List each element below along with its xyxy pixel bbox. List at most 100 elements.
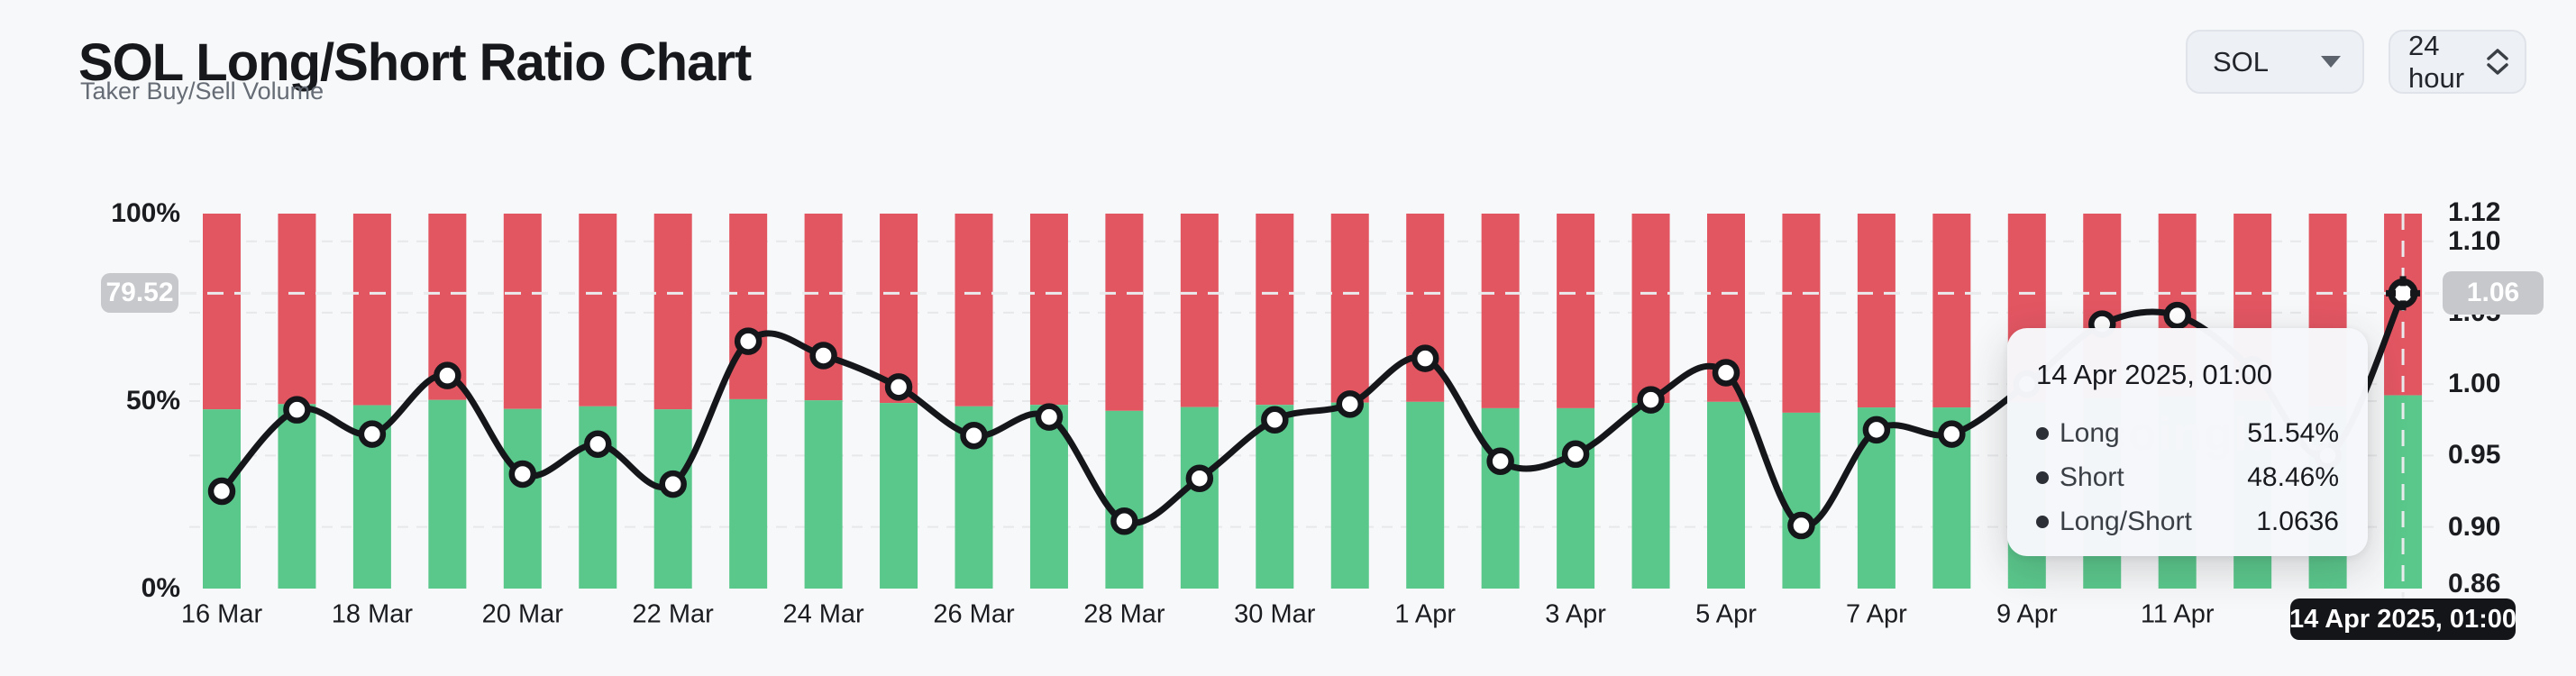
short-bar-24 Mar[interactable] — [804, 214, 843, 401]
ratio-point-16 Mar — [207, 477, 236, 506]
short-bar-26 Mar[interactable] — [955, 214, 993, 407]
short-bar-3 Apr[interactable] — [1557, 214, 1595, 408]
short-bar-7 Apr[interactable] — [1857, 214, 1895, 408]
long-bar-23 Mar[interactable] — [729, 398, 768, 589]
x-axis-tick: 16 Mar — [180, 599, 263, 629]
ratio-point-20 Mar — [508, 460, 537, 489]
x-axis-tick: 24 Mar — [782, 599, 864, 629]
ratio-point-26 Mar — [960, 421, 988, 450]
left-axis-tick: 0% — [141, 573, 180, 603]
long-bar-5 Apr[interactable] — [1707, 401, 1745, 589]
long-bar-6 Apr[interactable] — [1782, 412, 1821, 589]
short-bar-22 Mar[interactable] — [653, 214, 692, 410]
x-axis-tick: 3 Apr — [1545, 599, 1606, 629]
x-axis-tick: 18 Mar — [331, 599, 414, 629]
x-axis-tick: 11 Apr — [2140, 599, 2215, 629]
tooltip-short-label: Short — [2060, 462, 2124, 492]
chevron-up-down-icon — [2487, 49, 2508, 75]
short-bar-27 Mar[interactable] — [1029, 214, 1068, 406]
short-bar-6 Apr[interactable] — [1782, 214, 1821, 413]
ratio-point-19 Mar — [434, 361, 461, 389]
long-bar-22 Mar[interactable] — [653, 409, 692, 589]
tooltip-row-short: Short 48.46% — [2036, 462, 2339, 493]
short-bar-29 Mar[interactable] — [1180, 214, 1219, 407]
ratio-point-28 Mar — [1110, 507, 1138, 535]
tooltip-ratio-label: Long/Short — [2060, 507, 2192, 536]
tooltip-short-value: 48.46% — [2247, 462, 2339, 492]
chevron-down-icon — [2321, 56, 2341, 68]
long-bar-2 Apr[interactable] — [1481, 407, 1520, 589]
right-axis-tick: 1.00 — [2448, 369, 2501, 399]
left-axis-tick: 100% — [111, 198, 180, 228]
ratio-point-7 Apr — [1862, 416, 1891, 444]
short-bar-18 Mar[interactable] — [352, 214, 391, 406]
long-bar-29 Mar[interactable] — [1180, 407, 1219, 589]
x-axis-tick: 7 Apr — [1846, 599, 1907, 629]
long-bar-24 Mar[interactable] — [804, 400, 843, 589]
x-axis-tick: 22 Mar — [632, 599, 714, 629]
long-bar-4 Apr[interactable] — [1631, 403, 1670, 589]
ratio-point-25 Mar — [884, 373, 913, 401]
chart-tooltip: 14 Apr 2025, 01:00 Long 51.54% Short 48.… — [2007, 328, 2368, 556]
short-bar-20 Mar[interactable] — [503, 214, 542, 409]
right-axis-tick: 0.86 — [2448, 569, 2501, 598]
long-bar-1 Apr[interactable] — [1406, 401, 1445, 589]
long-bar-3 Apr[interactable] — [1557, 407, 1595, 589]
x-axis-tick: 28 Mar — [1083, 599, 1165, 629]
ratio-point-30 Mar — [1261, 406, 1289, 434]
tooltip-long-label: Long — [2060, 418, 2120, 448]
short-bar-31 Mar[interactable] — [1330, 214, 1369, 403]
ratio-point-24 Mar — [809, 342, 837, 370]
short-bar-25 Mar[interactable] — [880, 214, 918, 404]
crosshair-date-label: 14 Apr 2025, 01:00 — [2289, 598, 2517, 640]
ratio-legend-dot-icon — [2036, 516, 2049, 528]
short-bar-4 Apr[interactable] — [1631, 214, 1670, 404]
left-axis-tick: 50% — [125, 386, 180, 416]
long-bar-19 Mar[interactable] — [428, 399, 467, 589]
short-bar-28 Mar[interactable] — [1105, 214, 1144, 411]
tooltip-ratio-value: 1.0636 — [2256, 507, 2339, 536]
ratio-point-27 Mar — [1035, 403, 1064, 431]
long-bar-31 Mar[interactable] — [1330, 402, 1369, 589]
crosshair-right-value-pill: 1.06 — [2443, 271, 2544, 315]
ratio-point-2 Apr — [1486, 447, 1514, 475]
short-bar-16 Mar[interactable] — [203, 214, 241, 410]
long-bar-25 Mar[interactable] — [880, 403, 918, 589]
x-axis-tick: 9 Apr — [1996, 599, 2058, 629]
tooltip-title: 14 Apr 2025, 01:00 — [2036, 359, 2273, 390]
right-axis-tick: 1.10 — [2448, 225, 2501, 256]
coin-select-value: SOL — [2213, 45, 2270, 78]
x-axis-tick: 1 Apr — [1394, 599, 1457, 629]
coin-select[interactable]: SOL — [2186, 30, 2364, 94]
ratio-point-29 Mar — [1185, 464, 1214, 492]
tooltip-long-value: 51.54% — [2247, 418, 2339, 448]
short-bar-23 Mar[interactable] — [729, 214, 768, 399]
short-bar-21 Mar[interactable] — [579, 214, 617, 407]
ratio-point-4 Apr — [1637, 386, 1665, 414]
short-bar-8 Apr[interactable] — [1932, 214, 1971, 408]
long-bar-28 Mar[interactable] — [1105, 410, 1144, 589]
short-legend-dot-icon — [2036, 471, 2049, 484]
interval-select[interactable]: 24 hour — [2389, 30, 2526, 94]
interval-select-value: 24 hour — [2408, 29, 2465, 94]
long-bar-30 Mar[interactable] — [1256, 405, 1294, 589]
crosshair-left-value-pill: 79.52 — [101, 273, 178, 314]
long-bar-27 Mar[interactable] — [1029, 405, 1068, 589]
ratio-point-1 Apr — [1411, 344, 1439, 372]
right-axis-tick: 0.95 — [2448, 440, 2501, 470]
short-bar-2 Apr[interactable] — [1481, 214, 1520, 408]
long-bar-17 Mar[interactable] — [278, 404, 316, 589]
long-legend-dot-icon — [2036, 427, 2049, 440]
ratio-point-17 Mar — [283, 396, 311, 424]
page-subtitle: Taker Buy/Sell Volume — [80, 78, 324, 105]
right-axis-tick: 1.12 — [2448, 197, 2501, 227]
tooltip-row-long: Long 51.54% — [2036, 418, 2339, 449]
hovered-ratio-point — [2386, 276, 2421, 311]
ratio-point-6 Apr — [1787, 511, 1815, 540]
short-bar-30 Mar[interactable] — [1256, 214, 1294, 406]
ratio-point-18 Mar — [358, 420, 387, 448]
ratio-point-21 Mar — [584, 430, 612, 458]
short-bar-17 Mar[interactable] — [278, 214, 316, 405]
x-axis-tick: 20 Mar — [481, 599, 563, 629]
long-bar-20 Mar[interactable] — [503, 408, 542, 589]
